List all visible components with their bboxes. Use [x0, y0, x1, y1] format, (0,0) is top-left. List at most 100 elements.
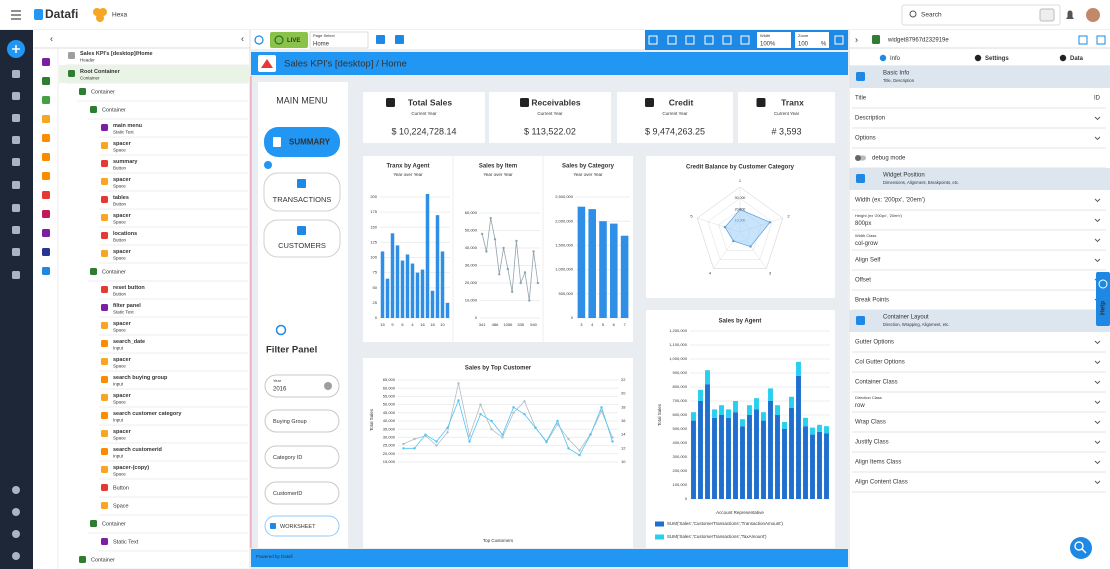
tree-item-name[interactable]: spacer	[113, 429, 132, 435]
tree-item-name[interactable]: search_date	[113, 339, 145, 345]
field-label[interactable]: Options	[855, 136, 876, 142]
tree-item-name[interactable]: search customerid	[113, 447, 162, 453]
nav-icon[interactable]	[12, 530, 20, 538]
palette-icon[interactable]	[42, 58, 50, 66]
palette-icon[interactable]	[42, 248, 50, 256]
field-label[interactable]: Align Self	[855, 258, 881, 264]
page-select[interactable]	[309, 31, 369, 49]
tab-label[interactable]: Data	[1070, 56, 1084, 62]
menu-button[interactable]	[264, 127, 340, 157]
field-value[interactable]: row	[855, 403, 865, 409]
palette-icon[interactable]	[42, 172, 50, 180]
inspector-icon[interactable]	[1078, 35, 1088, 45]
field-label[interactable]: Break Points	[855, 298, 889, 304]
tree-item-name[interactable]: spacer	[113, 249, 132, 255]
nav-icon[interactable]	[12, 181, 20, 189]
palette-icon[interactable]	[42, 153, 50, 161]
collapse-left[interactable]: ‹	[50, 33, 53, 43]
tree-item-name[interactable]: search customer category	[113, 411, 182, 417]
field-label[interactable]: Justify Class	[855, 440, 889, 446]
field-label[interactable]: Offset	[855, 278, 871, 284]
tab-icon[interactable]	[1059, 54, 1067, 62]
nav-icon[interactable]	[12, 271, 20, 279]
tree-item-type[interactable]: Container	[91, 557, 115, 563]
field-label[interactable]: Title	[855, 96, 867, 102]
collapse-inspector[interactable]: ›	[855, 34, 858, 44]
nav-icon[interactable]	[12, 486, 20, 494]
filter-input[interactable]	[264, 481, 340, 505]
field-label[interactable]: Description	[855, 116, 885, 122]
filter-input[interactable]	[264, 409, 340, 433]
nav-icon[interactable]	[12, 508, 20, 516]
tree-item-name[interactable]: summary	[113, 159, 138, 165]
tab-icon[interactable]	[974, 54, 982, 62]
device-icon[interactable]	[685, 35, 695, 45]
inspector-icon[interactable]	[1096, 35, 1106, 45]
device-icon[interactable]	[722, 35, 732, 45]
search-box[interactable]	[901, 4, 1061, 26]
tree-item-name[interactable]: search buying group	[113, 375, 168, 381]
tree-item-type[interactable]: Container	[102, 521, 126, 527]
nav-icon[interactable]	[12, 204, 20, 212]
tree-item-name[interactable]: spacer	[113, 393, 132, 399]
field-value[interactable]: col-grow	[855, 241, 878, 247]
device-icon[interactable]	[667, 35, 677, 45]
palette-icon[interactable]	[42, 77, 50, 85]
tree-item-type[interactable]: Container	[102, 269, 126, 275]
tree-item-name[interactable]: spacer	[113, 357, 132, 363]
notification-bell[interactable]	[1066, 10, 1074, 19]
field-label[interactable]: Gutter Options	[855, 340, 894, 346]
tree-item-name[interactable]: locations	[113, 231, 137, 237]
tree-item-name[interactable]: spacer-(copy)	[113, 465, 149, 471]
nav-icon[interactable]	[12, 92, 20, 100]
palette-icon[interactable]	[42, 96, 50, 104]
width-box[interactable]	[757, 32, 791, 48]
device-icon[interactable]	[740, 35, 750, 45]
nav-icon[interactable]	[12, 552, 20, 560]
tab-label[interactable]: Info	[890, 56, 901, 62]
toggle-knob[interactable]	[855, 155, 861, 161]
toolbar-icon[interactable]	[395, 35, 404, 44]
collapse-dot[interactable]	[264, 161, 272, 169]
tree-item-name[interactable]: spacer	[113, 213, 132, 219]
section-header[interactable]	[849, 168, 1110, 190]
toolbar-icon[interactable]	[376, 35, 385, 44]
clear-year[interactable]	[324, 382, 332, 390]
tab-label[interactable]: Settings	[985, 56, 1009, 62]
collapse-right[interactable]: ‹	[241, 33, 244, 43]
tree-item-name[interactable]: filter panel	[113, 303, 141, 309]
palette-icon[interactable]	[42, 134, 50, 142]
tree-item-name[interactable]: spacer	[113, 141, 132, 147]
palette-icon[interactable]	[42, 229, 50, 237]
nav-icon[interactable]	[12, 248, 20, 256]
palette-icon[interactable]	[42, 210, 50, 218]
fullscreen-icon[interactable]	[834, 35, 844, 45]
field-label[interactable]: Align Content Class	[855, 480, 908, 486]
palette-icon[interactable]	[42, 191, 50, 199]
tree-item-name[interactable]: main menu	[113, 123, 142, 129]
filter-input[interactable]	[264, 445, 340, 469]
section-header[interactable]	[849, 310, 1110, 332]
menu-button[interactable]	[263, 172, 341, 212]
user-avatar[interactable]	[1086, 8, 1100, 22]
menu-button[interactable]	[263, 219, 341, 258]
section-header[interactable]	[849, 66, 1110, 88]
palette-icon[interactable]	[42, 267, 50, 275]
device-icon[interactable]	[648, 35, 658, 45]
field-label[interactable]: Col Gutter Options	[855, 360, 905, 366]
tree-item-type[interactable]: Button	[113, 485, 129, 491]
year-input[interactable]	[264, 374, 340, 398]
nav-icon[interactable]	[12, 70, 20, 78]
zoom-box[interactable]	[795, 32, 829, 48]
reset-icon[interactable]	[275, 324, 287, 336]
field-label[interactable]: Container Class	[855, 380, 898, 386]
tree-item-type[interactable]: Container	[91, 89, 115, 95]
tree-item-name[interactable]: reset button	[113, 285, 145, 291]
refresh-icon[interactable]	[254, 35, 264, 45]
palette-icon[interactable]	[42, 115, 50, 123]
field-label[interactable]: Align Items Class	[855, 460, 901, 466]
nav-icon[interactable]	[12, 114, 20, 122]
tree-item-name[interactable]: tables	[113, 195, 129, 201]
field-label[interactable]: Wrap Class	[855, 420, 886, 426]
nav-icon[interactable]	[12, 158, 20, 166]
